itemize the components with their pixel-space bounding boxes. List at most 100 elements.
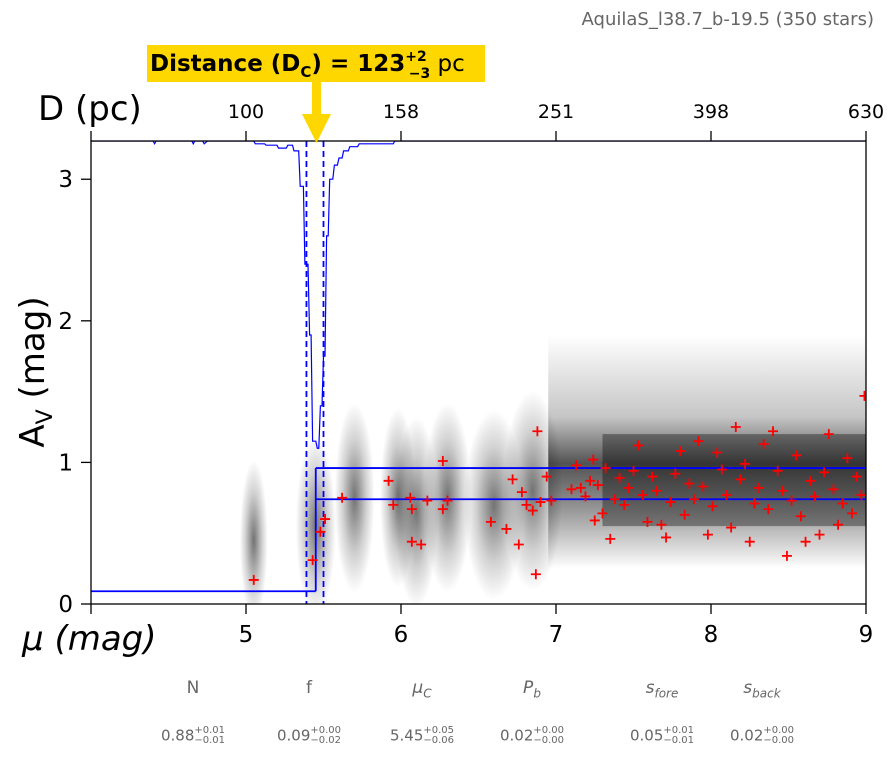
distance-annotation: Distance (DC) = 123+2 −3 pc xyxy=(147,45,485,143)
star-marker xyxy=(819,467,830,478)
star-marker xyxy=(856,489,866,500)
y-axis-label-sub: V xyxy=(33,409,58,424)
param-value: 0.05 +0.01 −0.01 xyxy=(629,725,695,746)
y-tick-label: 0 xyxy=(58,592,73,618)
density-blob xyxy=(502,390,563,591)
param-value: 5.45 +0.05 −0.06 xyxy=(389,725,455,746)
star-marker xyxy=(726,522,737,533)
x-tick-label: 6 xyxy=(394,622,409,648)
star-marker xyxy=(571,460,582,471)
star-marker xyxy=(814,529,825,540)
star-marker xyxy=(619,499,630,510)
posterior-trace xyxy=(91,141,866,449)
star-marker xyxy=(585,475,596,486)
y-tick-label: 1 xyxy=(58,450,73,476)
star-marker xyxy=(851,471,862,482)
distance-err-up: +2 xyxy=(405,49,426,65)
y-axis-label-a: A xyxy=(13,424,53,447)
star-marker xyxy=(707,501,718,512)
star-marker xyxy=(828,484,839,495)
star-marker xyxy=(628,465,639,476)
star-marker xyxy=(546,495,557,506)
star-marker xyxy=(842,453,853,464)
star-marker xyxy=(589,515,600,526)
distance-annotation-text: Distance (DC) = 123+2 −3 pc xyxy=(150,49,465,82)
star-marker xyxy=(772,465,783,476)
star-marker xyxy=(847,508,858,519)
star-marker xyxy=(513,539,524,550)
top-tick-label: 100 xyxy=(228,101,264,123)
star-marker xyxy=(609,494,620,505)
star-marker xyxy=(637,489,648,500)
star-marker xyxy=(383,475,394,486)
star-marker xyxy=(597,508,608,519)
star-marker xyxy=(712,447,723,458)
star-marker xyxy=(527,505,538,516)
param-name: N xyxy=(186,678,200,698)
star-marker xyxy=(406,504,417,515)
distance-prefix: Distance (D xyxy=(150,51,300,77)
top-tick-label: 398 xyxy=(693,101,729,123)
distance-err-down: −3 xyxy=(409,66,430,82)
star-marker xyxy=(541,471,552,482)
star-marker xyxy=(833,519,844,530)
top-tick-label: 630 xyxy=(848,101,884,123)
param-name: f xyxy=(306,678,312,698)
star-marker xyxy=(437,504,448,515)
star-marker xyxy=(485,516,496,527)
star-marker xyxy=(702,529,713,540)
star-marker xyxy=(665,497,676,508)
star-marker xyxy=(786,495,797,506)
density-blob xyxy=(239,460,268,604)
x-tick-label: 7 xyxy=(549,622,564,648)
y-tick-label: 3 xyxy=(58,167,73,193)
star-marker xyxy=(406,536,417,547)
star-marker xyxy=(679,509,690,520)
star-marker xyxy=(670,468,681,479)
star-marker xyxy=(684,478,695,489)
plot-frame xyxy=(90,140,867,605)
star-marker xyxy=(656,519,667,530)
star-marker xyxy=(642,516,653,527)
star-marker xyxy=(605,533,616,544)
x-tick-label: 9 xyxy=(859,622,874,648)
star-marker xyxy=(730,422,741,433)
star-marker xyxy=(735,474,746,485)
density-blob xyxy=(334,402,375,593)
star-marker xyxy=(716,464,727,475)
star-marker xyxy=(805,475,816,486)
star-marker xyxy=(507,474,518,485)
param-name: μC xyxy=(412,678,432,701)
star-marker xyxy=(809,491,820,502)
star-marker xyxy=(675,446,685,457)
star-marker xyxy=(614,472,625,483)
top-axis-label: D (pc) xyxy=(38,89,142,129)
star-marker xyxy=(530,569,541,580)
star-marker xyxy=(763,504,774,515)
star-markers xyxy=(248,390,866,585)
distance-sub: C xyxy=(300,63,311,81)
star-marker xyxy=(837,498,848,509)
star-marker xyxy=(307,555,318,566)
star-marker xyxy=(442,495,453,506)
distance-unit: pc xyxy=(430,51,465,77)
y-axis-label: AV (mag) xyxy=(13,296,58,447)
star-marker xyxy=(688,494,699,505)
annotation-arrow-shaft xyxy=(312,82,321,116)
star-marker xyxy=(248,574,259,585)
star-marker xyxy=(859,390,866,401)
star-marker xyxy=(777,485,788,496)
star-marker xyxy=(592,480,603,491)
star-marker xyxy=(651,485,662,496)
field-title: AquilaS_l38.7_b-19.5 (350 stars) xyxy=(582,9,874,30)
star-marker xyxy=(698,481,709,492)
star-marker xyxy=(315,526,326,537)
star-marker xyxy=(633,440,644,451)
star-marker xyxy=(758,439,769,450)
star-marker xyxy=(647,471,658,482)
star-marker xyxy=(588,454,599,465)
density-core xyxy=(602,434,866,527)
star-marker xyxy=(754,482,765,493)
star-marker xyxy=(405,492,416,503)
